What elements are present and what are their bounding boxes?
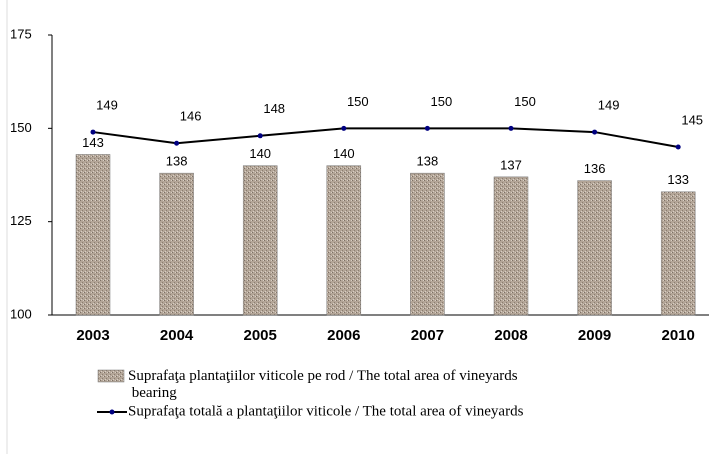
line-label: 146 bbox=[180, 109, 202, 124]
line-label: 150 bbox=[347, 94, 369, 109]
bar-label: 140 bbox=[333, 146, 355, 161]
legend-label: Suprafaţa totală a plantaţiilor viticole… bbox=[128, 403, 524, 419]
line-marker bbox=[675, 144, 681, 150]
line-marker bbox=[174, 140, 180, 146]
line-label: 149 bbox=[598, 98, 620, 113]
bar-label: 138 bbox=[166, 154, 188, 169]
x-tick-label: 2004 bbox=[160, 327, 194, 344]
bar-label: 138 bbox=[417, 154, 439, 169]
line-marker bbox=[90, 129, 96, 135]
bar-label: 140 bbox=[249, 146, 271, 161]
y-tick-label: 175 bbox=[10, 26, 32, 41]
bar bbox=[242, 165, 278, 316]
y-tick-label: 100 bbox=[10, 306, 32, 321]
line-marker bbox=[424, 125, 430, 131]
y-tick-label: 125 bbox=[10, 213, 32, 228]
x-tick-label: 2003 bbox=[76, 327, 109, 344]
x-tick-label: 2010 bbox=[662, 327, 695, 344]
bar-label: 133 bbox=[667, 172, 689, 187]
bar-label: 137 bbox=[500, 157, 522, 172]
bar bbox=[326, 165, 362, 316]
line-label: 149 bbox=[96, 98, 118, 113]
x-tick-label: 2005 bbox=[244, 327, 277, 344]
line-label: 150 bbox=[431, 94, 453, 109]
line-marker bbox=[257, 133, 263, 139]
line-label: 148 bbox=[263, 101, 285, 116]
line-marker bbox=[592, 129, 598, 135]
line-marker bbox=[508, 125, 514, 131]
bar bbox=[577, 180, 612, 316]
legend-label: Suprafaţa plantaţiilor viticole pe rod /… bbox=[128, 368, 518, 401]
bar-label: 143 bbox=[82, 135, 104, 150]
x-tick-label: 2008 bbox=[494, 327, 527, 344]
bar bbox=[493, 176, 529, 316]
x-tick-label: 2007 bbox=[411, 327, 444, 344]
y-tick-label: 150 bbox=[10, 120, 32, 135]
line-label: 150 bbox=[514, 94, 536, 109]
line bbox=[92, 127, 679, 148]
line-marker bbox=[341, 125, 347, 131]
line-label: 145 bbox=[681, 112, 703, 127]
bar bbox=[159, 172, 194, 316]
bar bbox=[410, 172, 445, 316]
legend-swatch bbox=[97, 369, 125, 383]
x-tick-label: 2006 bbox=[327, 327, 360, 344]
x-tick-label: 2009 bbox=[578, 327, 611, 344]
bar bbox=[660, 191, 696, 316]
legend-marker bbox=[109, 409, 115, 415]
bar-label: 136 bbox=[584, 161, 606, 176]
bar bbox=[75, 154, 111, 316]
